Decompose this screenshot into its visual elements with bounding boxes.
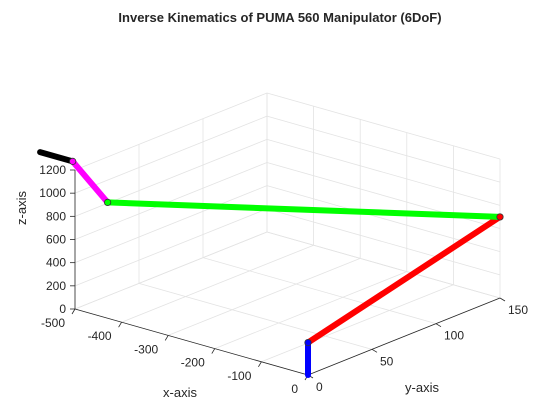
y-tick-label: 0 bbox=[316, 380, 323, 394]
wall-gridline bbox=[266, 208, 501, 276]
x-tick-mark bbox=[71, 308, 76, 315]
robot-joint-2 bbox=[496, 213, 504, 221]
wall-gridline bbox=[74, 185, 268, 264]
x-tick-label: 0 bbox=[291, 382, 298, 396]
wall-gridline bbox=[266, 138, 501, 206]
floor-gridline bbox=[214, 271, 407, 349]
wall-gridline bbox=[266, 231, 501, 299]
y-tick-mark bbox=[499, 297, 506, 302]
wall-gridline bbox=[74, 162, 268, 240]
wall-gridline bbox=[266, 115, 501, 183]
x-tick-mark bbox=[164, 335, 169, 341]
floor-gridline bbox=[168, 258, 361, 336]
z-tick-label: 800 bbox=[46, 209, 66, 223]
x-tick-label: -200 bbox=[181, 356, 205, 370]
wall-gridline bbox=[74, 231, 268, 310]
grid-layer bbox=[74, 92, 501, 376]
y-tick-mark bbox=[371, 348, 378, 353]
y-axis-label: y-axis bbox=[405, 380, 439, 395]
x-tick-label: -500 bbox=[41, 316, 65, 330]
x-axis-line bbox=[74, 308, 309, 376]
wall-gridline bbox=[74, 115, 268, 194]
robot-link-2 bbox=[305, 213, 503, 346]
z-tick-label: 600 bbox=[46, 233, 66, 247]
robot-link-4 bbox=[69, 158, 111, 206]
y-axis-line bbox=[307, 297, 501, 376]
robot-link-3 bbox=[104, 199, 503, 220]
floor-gridline bbox=[138, 282, 373, 350]
y-tick-mark bbox=[435, 323, 442, 328]
wall-gridline bbox=[266, 92, 501, 160]
robot-links bbox=[37, 149, 503, 378]
floor-gridline bbox=[261, 284, 454, 363]
floor-gridline bbox=[121, 244, 314, 323]
x-tick-label: -100 bbox=[227, 369, 251, 383]
robot-joint-1 bbox=[304, 338, 312, 347]
z-tick-label: 0 bbox=[59, 302, 66, 316]
x-tick-mark bbox=[118, 321, 122, 328]
z-tick-label: 1000 bbox=[39, 186, 66, 200]
x-tick-label: -300 bbox=[134, 342, 158, 356]
x-tick-mark bbox=[211, 348, 216, 354]
z-tick-label: 1200 bbox=[39, 163, 66, 177]
axis-layer bbox=[70, 169, 506, 381]
y-tick-label: 150 bbox=[508, 303, 528, 317]
floor-gridline bbox=[202, 257, 437, 325]
tick-labels: -500 -400 -300 -200 -100 0 0 50 100 150 0 200 400 600… bbox=[39, 163, 528, 396]
x-tick-label: -400 bbox=[88, 329, 112, 343]
robot-joint-3 bbox=[104, 198, 112, 207]
chart-title: Inverse Kinematics of PUMA 560 Manipulat… bbox=[118, 10, 441, 25]
x-axis-label: x-axis bbox=[163, 385, 197, 400]
wall-gridline bbox=[74, 208, 268, 287]
z-tick-label: 400 bbox=[46, 256, 66, 270]
wall-gridline bbox=[74, 92, 268, 171]
robot-link-5 bbox=[37, 149, 76, 165]
z-axis-label: z-axis bbox=[14, 191, 29, 225]
robot-joints bbox=[69, 157, 504, 347]
y-tick-label: 100 bbox=[444, 329, 464, 343]
z-tick-label: 200 bbox=[46, 279, 66, 293]
robot-joint-4 bbox=[69, 157, 77, 165]
x-tick-mark bbox=[258, 361, 262, 368]
y-tick-label: 50 bbox=[380, 354, 394, 368]
